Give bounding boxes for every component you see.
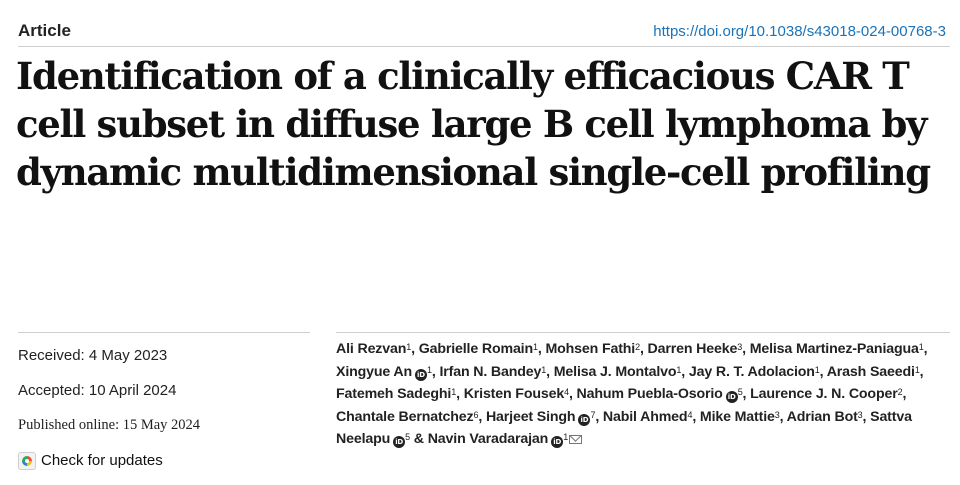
author-name[interactable]: Adrian Bot	[786, 408, 858, 425]
affiliation-number[interactable]: 2	[897, 387, 903, 398]
orcid-icon[interactable]: iD	[415, 368, 428, 381]
received-date: Received: 4 May 2023	[18, 347, 168, 364]
affiliation-number[interactable]: 1	[814, 364, 820, 375]
author-name[interactable]: Xingyue An	[336, 363, 413, 380]
affiliation-number[interactable]: 1	[676, 364, 682, 375]
author-item: Nahum Puebla-Osorio iD 5	[576, 386, 743, 404]
author-name[interactable]: Mike Mattie	[699, 408, 775, 425]
author-name[interactable]: Kristen Fousek	[463, 386, 565, 403]
author-item: Xingyue An iD 1	[336, 363, 432, 381]
author-name[interactable]: Gabrielle Romain	[418, 341, 533, 357]
orcid-icon[interactable]: iD	[725, 391, 738, 404]
check-for-updates-label: Check for updates	[41, 452, 163, 469]
affiliation-number[interactable]: 3	[857, 409, 863, 420]
affiliation-number[interactable]: 1	[541, 364, 547, 375]
author-item: Mohsen Fathi2	[545, 341, 640, 357]
affiliation-number[interactable]: 1	[427, 364, 432, 375]
author-item: Mike Mattie3	[700, 409, 780, 425]
affiliation-number[interactable]: 1	[406, 342, 412, 352]
doi-link[interactable]: https://doi.org/10.1038/s43018-024-00768…	[653, 22, 946, 40]
article-header: Article https://doi.org/10.1038/s43018-0…	[18, 18, 946, 44]
author-name[interactable]: Nahum Puebla-Osorio	[576, 386, 723, 403]
affiliation-number[interactable]: 1	[914, 364, 920, 375]
article-title: Identification of a clinically efficacio…	[16, 54, 931, 194]
author-name[interactable]: Sattva Neelapu	[336, 408, 912, 448]
article-type-label: Article	[18, 21, 71, 40]
affiliation-number[interactable]: 4	[687, 409, 693, 420]
author-name[interactable]: Laurence J. N. Cooper	[750, 386, 898, 403]
author-item: Jay R. T. Adolacion1	[689, 364, 820, 380]
affiliation-number[interactable]: 1	[918, 342, 924, 352]
author-item: Laurence J. N. Cooper2	[750, 386, 902, 402]
author-item: Fatemeh Sadeghi1	[336, 386, 456, 402]
author-name[interactable]: Chantale Bernatchez	[336, 408, 474, 425]
check-for-updates-button[interactable]: Check for updates	[18, 443, 318, 478]
publication-history: Received: 4 May 2023 Accepted: 10 April …	[18, 338, 318, 478]
author-item: Adrian Bot3	[787, 409, 863, 425]
author-item: Darren Heeke3	[648, 341, 743, 357]
author-item: Sattva Neelapu iD 5	[336, 408, 912, 449]
author-item: Chantale Bernatchez6	[336, 408, 479, 425]
author-name[interactable]: Harjeet Singh	[485, 408, 576, 425]
author-name[interactable]: Nabil Ahmed	[602, 408, 688, 425]
accepted-date: Accepted: 10 April 2024	[18, 382, 177, 399]
author-list: Ali Rezvan1, Gabrielle Romain1, Mohsen F…	[336, 341, 928, 449]
affiliation-number[interactable]: 1	[451, 387, 457, 398]
author-item: Gabrielle Romain1	[419, 341, 538, 357]
affiliation-number[interactable]: 7	[590, 409, 596, 420]
meta-divider	[18, 332, 310, 333]
author-name[interactable]: Darren Heeke	[647, 341, 738, 357]
affiliation-number[interactable]: 2	[635, 342, 640, 352]
affiliation-number[interactable]: 5	[405, 432, 411, 443]
orcid-icon[interactable]: iD	[551, 436, 564, 449]
author-item: Melisa Martinez-Paniagua1	[750, 341, 924, 357]
orcid-icon[interactable]: iD	[578, 413, 591, 426]
author-name[interactable]: Navin Varadarajan	[427, 431, 549, 448]
author-name[interactable]: Fatemeh Sadeghi	[336, 386, 452, 403]
author-name[interactable]: Irfan N. Bandey	[439, 363, 542, 380]
author-name[interactable]: Ali Rezvan	[336, 341, 407, 357]
affiliation-number[interactable]: 1	[533, 342, 538, 352]
author-name[interactable]: Arash Saeedi	[826, 363, 915, 380]
author-item: Arash Saeedi1	[827, 364, 920, 380]
affiliation-number[interactable]: 1	[563, 432, 569, 443]
author-item: Harjeet Singh iD 7	[485, 408, 596, 426]
envelope-icon[interactable]	[569, 435, 583, 445]
author-name[interactable]: Melisa Martinez-Paniagua	[749, 341, 919, 357]
header-divider	[18, 46, 950, 47]
author-item: Melisa J. Montalvo1	[554, 364, 682, 380]
affiliation-number[interactable]: 3	[737, 342, 743, 352]
orcid-icon[interactable]: iD	[393, 436, 406, 449]
author-item: Nabil Ahmed4	[602, 408, 693, 425]
affiliation-number[interactable]: 6	[473, 409, 479, 420]
affiliation-number[interactable]: 4	[564, 387, 569, 398]
authors-divider	[336, 332, 950, 333]
author-item: Irfan N. Bandey1	[439, 364, 546, 380]
author-name[interactable]: Mohsen Fathi	[545, 341, 636, 357]
affiliation-number[interactable]: 5	[737, 387, 743, 398]
author-item: Kristen Fousek4	[464, 386, 569, 402]
author-name[interactable]: Melisa J. Montalvo	[553, 363, 677, 380]
affiliation-number[interactable]: 3	[774, 409, 780, 420]
author-item: Navin Varadarajan iD 1	[427, 431, 583, 449]
author-name[interactable]: Jay R. T. Adolacion	[688, 363, 815, 380]
published-date: Published online: 15 May 2024	[18, 417, 201, 433]
crossmark-icon	[18, 451, 36, 470]
author-item: Ali Rezvan1	[336, 341, 411, 357]
